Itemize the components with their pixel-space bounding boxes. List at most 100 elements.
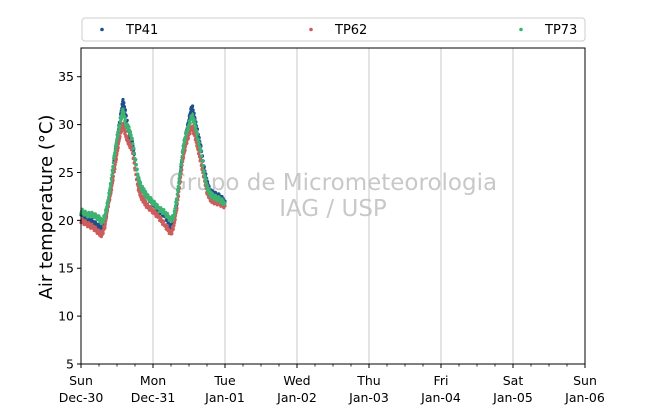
data-point xyxy=(152,199,156,203)
data-point xyxy=(137,176,141,180)
data-point xyxy=(196,137,200,141)
data-point xyxy=(90,222,94,226)
data-point xyxy=(191,124,195,128)
x-tick-label-date: Jan-02 xyxy=(276,390,317,405)
data-point xyxy=(173,208,177,212)
data-point xyxy=(194,129,199,133)
data-point xyxy=(173,220,177,225)
data-point xyxy=(106,200,110,204)
series-layer xyxy=(79,97,227,239)
data-point xyxy=(194,125,198,129)
legend-marker-tp41 xyxy=(100,27,104,32)
data-point xyxy=(162,219,166,223)
data-point xyxy=(110,169,115,173)
plot-area: Grupo de Micrometeorologia IAG / USP xyxy=(79,47,586,365)
data-point xyxy=(132,151,136,155)
data-point xyxy=(174,201,178,205)
data-point xyxy=(150,198,154,202)
data-point xyxy=(105,203,109,207)
data-point xyxy=(114,146,118,150)
data-point xyxy=(155,211,159,215)
watermark-line-2: IAG / USP xyxy=(279,196,387,222)
data-point xyxy=(206,184,210,188)
data-point xyxy=(109,181,113,185)
legend-label-tp41: TP41 xyxy=(125,23,158,38)
data-point xyxy=(176,186,181,190)
watermark-line-1: Grupo de Micrometeorologia xyxy=(169,170,497,196)
data-point xyxy=(183,139,187,143)
data-point xyxy=(204,177,208,181)
data-point xyxy=(113,153,117,157)
y-tick-label: 10 xyxy=(58,309,74,324)
y-tick-label: 20 xyxy=(58,213,74,228)
data-point xyxy=(165,211,169,216)
data-point xyxy=(123,117,127,122)
data-point xyxy=(173,204,178,208)
data-point xyxy=(128,130,133,134)
data-point xyxy=(119,117,124,121)
data-point xyxy=(191,108,195,112)
data-point xyxy=(179,163,183,167)
x-tick-label-date: Jan-05 xyxy=(492,390,533,405)
data-point xyxy=(181,150,185,154)
data-point xyxy=(172,223,176,227)
data-point xyxy=(165,224,169,228)
data-point xyxy=(103,216,107,220)
data-point xyxy=(159,215,163,220)
y-tick-label: 25 xyxy=(58,165,74,180)
x-tick-label-day: Mon xyxy=(140,373,166,388)
data-point xyxy=(185,132,189,136)
data-point xyxy=(123,129,127,134)
data-point xyxy=(130,136,134,141)
data-point xyxy=(135,167,139,171)
data-point xyxy=(122,110,126,114)
data-point xyxy=(200,159,205,163)
data-point xyxy=(123,108,127,112)
x-tick-label-date: Jan-04 xyxy=(420,390,461,405)
x-tick-label-date: Jan-06 xyxy=(564,390,605,405)
data-point xyxy=(186,127,190,131)
data-point xyxy=(155,202,159,207)
data-point xyxy=(107,195,111,199)
data-point xyxy=(186,136,190,140)
data-point xyxy=(150,207,154,211)
x-tick-label-day: Tue xyxy=(213,373,236,388)
data-point xyxy=(138,181,142,185)
data-point xyxy=(175,192,179,196)
data-point xyxy=(179,167,183,171)
data-point xyxy=(223,201,227,205)
data-point xyxy=(171,227,175,231)
data-point xyxy=(201,163,205,168)
y-tick-label: 35 xyxy=(58,69,74,84)
data-point xyxy=(103,225,107,230)
data-point xyxy=(108,190,112,194)
data-point xyxy=(185,141,189,145)
data-point xyxy=(203,174,207,178)
data-point xyxy=(116,149,120,153)
data-point xyxy=(116,133,120,137)
data-point xyxy=(125,135,129,139)
data-point xyxy=(170,231,174,236)
data-point xyxy=(172,213,176,218)
data-point xyxy=(176,189,180,193)
data-point xyxy=(129,133,133,137)
data-point xyxy=(162,208,166,212)
data-point xyxy=(202,170,206,174)
x-tick-label-date: Jan-03 xyxy=(348,390,389,405)
data-point xyxy=(191,104,195,108)
data-point xyxy=(173,211,177,215)
data-point xyxy=(180,159,184,163)
data-point xyxy=(177,181,181,185)
data-point xyxy=(101,231,105,235)
data-point xyxy=(131,141,135,146)
data-point xyxy=(127,125,131,129)
data-point xyxy=(178,172,182,176)
x-axis: Sun Dec-30 Mon Dec-31 Tue Jan-01 Wed Jan-02 Thu J… xyxy=(59,364,605,405)
legend-label-tp62: TP62 xyxy=(334,23,367,38)
legend: TP41 TP62 TP73 xyxy=(81,17,586,42)
data-point xyxy=(114,160,118,164)
data-point xyxy=(134,163,138,167)
data-point xyxy=(111,161,115,165)
x-tick-label-day: Sun xyxy=(69,373,93,388)
